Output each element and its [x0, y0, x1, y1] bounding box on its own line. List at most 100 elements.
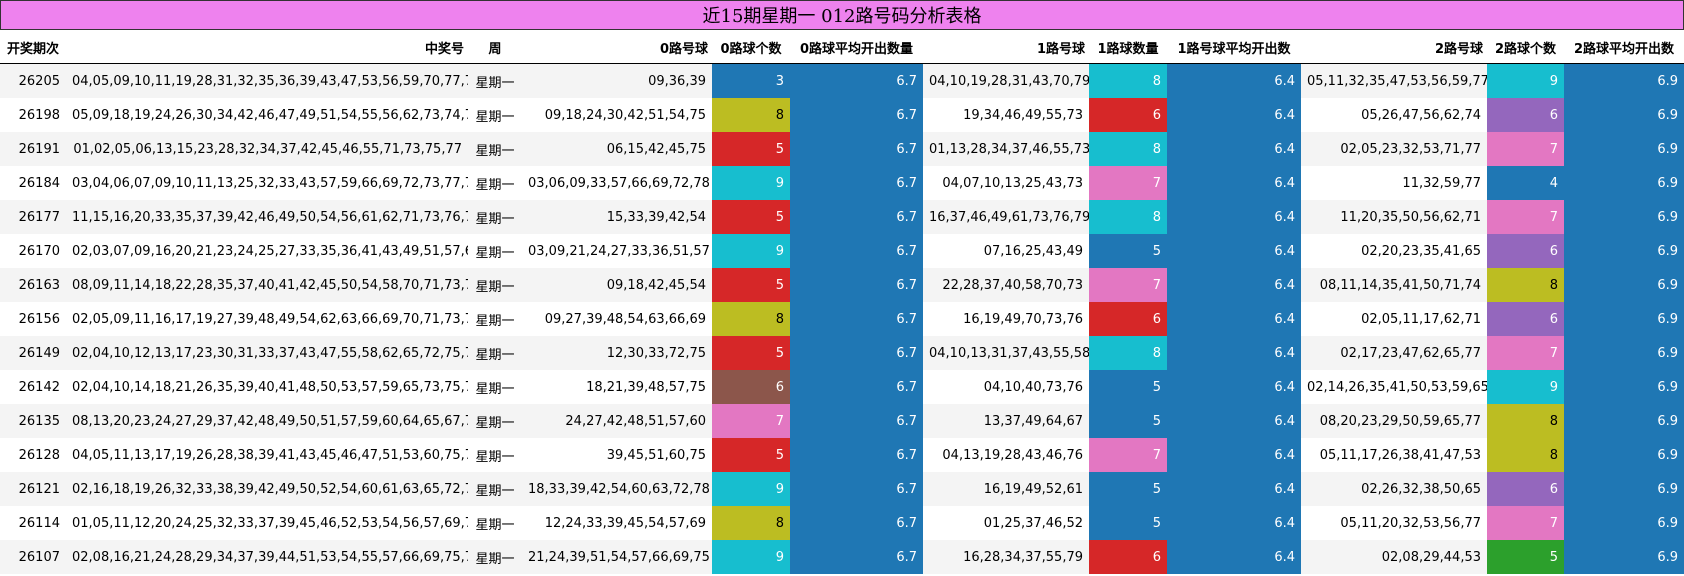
cell-one-route-balls: 16,28,34,37,55,79 [923, 540, 1089, 574]
cell-two-route-balls: 02,20,23,35,41,65 [1301, 234, 1487, 268]
cell-zero-route-average: 6.7 [790, 472, 923, 506]
cell-zero-route-average: 6.7 [790, 166, 923, 200]
cell-period: 26128 [0, 438, 66, 472]
cell-zero-route-balls: 09,18,24,30,42,51,54,75 [522, 98, 712, 132]
cell-winning-numbers: 01,02,05,06,13,15,23,28,32,34,37,42,45,4… [66, 132, 468, 166]
cell-period: 26142 [0, 370, 66, 404]
cell-period: 26198 [0, 98, 66, 132]
cell-one-route-balls: 19,34,46,49,55,73 [923, 98, 1089, 132]
cell-two-route-average: 6.9 [1564, 302, 1684, 336]
cell-one-route-count: 7 [1089, 268, 1167, 302]
cell-period: 26205 [0, 63, 66, 98]
cell-one-route-average: 6.4 [1167, 438, 1301, 472]
table-title: 近15期星期一 012路号码分析表格 [0, 0, 1684, 30]
cell-zero-route-average: 6.7 [790, 268, 923, 302]
table-row: 26191 01,02,05,06,13,15,23,28,32,34,37,42… [0, 132, 1684, 166]
cell-period: 26135 [0, 404, 66, 438]
cell-winning-numbers: 02,05,09,11,16,17,19,27,39,48,49,54,62,6… [66, 302, 468, 336]
cell-period: 26184 [0, 166, 66, 200]
cell-zero-route-average: 6.7 [790, 98, 923, 132]
cell-zero-route-balls: 18,33,39,42,54,60,63,72,78 [522, 472, 712, 506]
cell-weekday: 星期一 [468, 336, 522, 370]
cell-one-route-count: 6 [1089, 302, 1167, 336]
cell-zero-route-average: 6.7 [790, 506, 923, 540]
header-period: 开奖期次 [0, 31, 66, 64]
cell-one-route-average: 6.4 [1167, 370, 1301, 404]
cell-two-route-balls: 11,32,59,77 [1301, 166, 1487, 200]
cell-two-route-count: 7 [1487, 200, 1564, 234]
cell-zero-route-average: 6.7 [790, 540, 923, 574]
cell-two-route-count: 6 [1487, 98, 1564, 132]
cell-two-route-average: 6.9 [1564, 268, 1684, 302]
cell-zero-route-count: 9 [712, 234, 790, 268]
table-row: 26135 08,13,20,23,24,27,29,37,42,48,49,50… [0, 404, 1684, 438]
cell-zero-route-balls: 03,09,21,24,27,33,36,51,57 [522, 234, 712, 268]
cell-zero-route-count: 8 [712, 302, 790, 336]
cell-two-route-balls: 08,20,23,29,50,59,65,77 [1301, 404, 1487, 438]
cell-zero-route-average: 6.7 [790, 370, 923, 404]
cell-weekday: 星期一 [468, 438, 522, 472]
cell-one-route-average: 6.4 [1167, 540, 1301, 574]
cell-two-route-average: 6.9 [1564, 63, 1684, 98]
cell-one-route-balls: 01,25,37,46,52 [923, 506, 1089, 540]
header-zero-route-balls: 0路号球 [522, 31, 712, 64]
cell-two-route-average: 6.9 [1564, 166, 1684, 200]
cell-zero-route-count: 9 [712, 166, 790, 200]
cell-two-route-count: 9 [1487, 63, 1564, 98]
table-row: 26156 02,05,09,11,16,17,19,27,39,48,49,54… [0, 302, 1684, 336]
cell-zero-route-count: 6 [712, 370, 790, 404]
cell-one-route-balls: 16,19,49,70,73,76 [923, 302, 1089, 336]
cell-one-route-count: 5 [1089, 234, 1167, 268]
cell-weekday: 星期一 [468, 472, 522, 506]
cell-period: 26121 [0, 472, 66, 506]
cell-weekday: 星期一 [468, 200, 522, 234]
cell-two-route-average: 6.9 [1564, 506, 1684, 540]
cell-zero-route-count: 7 [712, 404, 790, 438]
table-row: 26107 02,08,16,21,24,28,29,34,37,39,44,51… [0, 540, 1684, 574]
cell-zero-route-count: 9 [712, 472, 790, 506]
cell-winning-numbers: 03,04,06,07,09,10,11,13,25,32,33,43,57,5… [66, 166, 468, 200]
table-row: 26142 02,04,10,14,18,21,26,35,39,40,41,48… [0, 370, 1684, 404]
cell-winning-numbers: 08,13,20,23,24,27,29,37,42,48,49,50,51,5… [66, 404, 468, 438]
cell-one-route-average: 6.4 [1167, 63, 1301, 98]
table-row: 26114 01,05,11,12,20,24,25,32,33,37,39,45… [0, 506, 1684, 540]
cell-two-route-average: 6.9 [1564, 200, 1684, 234]
cell-one-route-balls: 13,37,49,64,67 [923, 404, 1089, 438]
header-two-route-count: 2路球个数 [1487, 31, 1564, 64]
cell-one-route-count: 8 [1089, 200, 1167, 234]
cell-zero-route-count: 8 [712, 506, 790, 540]
cell-zero-route-count: 3 [712, 63, 790, 98]
cell-one-route-balls: 04,10,19,28,31,43,70,79 [923, 63, 1089, 98]
cell-winning-numbers: 05,09,18,19,24,26,30,34,42,46,47,49,51,5… [66, 98, 468, 132]
cell-zero-route-count: 9 [712, 540, 790, 574]
cell-one-route-average: 6.4 [1167, 404, 1301, 438]
analysis-table: 开奖期次 中奖号 周 0路号球 0路球个数 0路球平均开出数量 1路号球 1路球… [0, 31, 1684, 574]
cell-one-route-count: 5 [1089, 404, 1167, 438]
cell-two-route-count: 8 [1487, 404, 1564, 438]
cell-winning-numbers: 02,16,18,19,26,32,33,38,39,42,49,50,52,5… [66, 472, 468, 506]
cell-one-route-balls: 04,10,40,73,76 [923, 370, 1089, 404]
cell-one-route-balls: 07,16,25,43,49 [923, 234, 1089, 268]
cell-period: 26177 [0, 200, 66, 234]
cell-period: 26156 [0, 302, 66, 336]
cell-weekday: 星期一 [468, 234, 522, 268]
cell-zero-route-average: 6.7 [790, 200, 923, 234]
table-row: 26163 08,09,11,14,18,22,28,35,37,40,41,42… [0, 268, 1684, 302]
table-header-row: 开奖期次 中奖号 周 0路号球 0路球个数 0路球平均开出数量 1路号球 1路球… [0, 31, 1684, 64]
cell-two-route-average: 6.9 [1564, 98, 1684, 132]
cell-one-route-count: 7 [1089, 166, 1167, 200]
cell-one-route-count: 8 [1089, 63, 1167, 98]
cell-zero-route-average: 6.7 [790, 438, 923, 472]
cell-period: 26191 [0, 132, 66, 166]
cell-zero-route-count: 5 [712, 200, 790, 234]
table-body: 26205 04,05,09,10,11,19,28,31,32,35,36,39… [0, 63, 1684, 574]
table-row: 26149 02,04,10,12,13,17,23,30,31,33,37,43… [0, 336, 1684, 370]
cell-zero-route-balls: 03,06,09,33,57,66,69,72,78 [522, 166, 712, 200]
cell-period: 26107 [0, 540, 66, 574]
cell-winning-numbers: 02,03,07,09,16,20,21,23,24,25,27,33,35,3… [66, 234, 468, 268]
cell-two-route-balls: 05,11,32,35,47,53,56,59,77 [1301, 63, 1487, 98]
table-row: 26184 03,04,06,07,09,10,11,13,25,32,33,43… [0, 166, 1684, 200]
cell-one-route-average: 6.4 [1167, 98, 1301, 132]
header-one-route-average: 1路号球平均开出数 [1167, 31, 1301, 64]
cell-two-route-balls: 02,17,23,47,62,65,77 [1301, 336, 1487, 370]
